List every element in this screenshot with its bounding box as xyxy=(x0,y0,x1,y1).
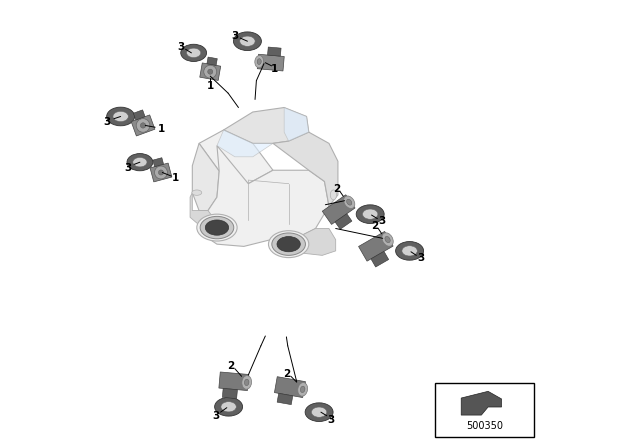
Text: 1: 1 xyxy=(157,124,164,134)
Polygon shape xyxy=(223,108,308,143)
Ellipse shape xyxy=(187,48,201,58)
Ellipse shape xyxy=(133,157,147,167)
Ellipse shape xyxy=(396,241,424,260)
Text: 500350: 500350 xyxy=(466,421,503,431)
Polygon shape xyxy=(217,130,273,157)
Ellipse shape xyxy=(356,205,384,224)
Circle shape xyxy=(136,119,150,132)
Ellipse shape xyxy=(107,107,134,126)
Ellipse shape xyxy=(197,214,237,241)
Polygon shape xyxy=(199,146,329,246)
Polygon shape xyxy=(222,388,237,399)
Ellipse shape xyxy=(312,407,327,417)
Polygon shape xyxy=(323,195,355,224)
Polygon shape xyxy=(273,132,338,206)
Polygon shape xyxy=(150,163,172,182)
Polygon shape xyxy=(190,193,214,225)
Ellipse shape xyxy=(347,199,352,205)
Ellipse shape xyxy=(300,386,305,392)
Text: 3: 3 xyxy=(104,117,111,127)
Polygon shape xyxy=(200,63,221,81)
Text: 1: 1 xyxy=(271,64,278,73)
Ellipse shape xyxy=(330,190,337,200)
Ellipse shape xyxy=(272,233,305,255)
Ellipse shape xyxy=(385,237,390,243)
Ellipse shape xyxy=(205,220,228,235)
Text: 2: 2 xyxy=(333,184,340,194)
Polygon shape xyxy=(219,372,249,391)
Ellipse shape xyxy=(298,383,308,396)
Ellipse shape xyxy=(344,196,355,208)
Ellipse shape xyxy=(127,154,153,171)
Polygon shape xyxy=(192,143,219,211)
Ellipse shape xyxy=(113,112,129,121)
Text: 1: 1 xyxy=(207,81,214,91)
Polygon shape xyxy=(275,377,305,397)
Polygon shape xyxy=(277,393,292,405)
Ellipse shape xyxy=(362,209,378,219)
Ellipse shape xyxy=(402,246,417,256)
Ellipse shape xyxy=(305,403,333,422)
Text: 3: 3 xyxy=(378,216,385,226)
Polygon shape xyxy=(335,214,352,229)
Polygon shape xyxy=(284,108,308,141)
Ellipse shape xyxy=(277,237,300,252)
Ellipse shape xyxy=(269,231,309,258)
Ellipse shape xyxy=(214,397,243,416)
Text: 3: 3 xyxy=(328,415,335,425)
Polygon shape xyxy=(298,228,335,255)
Polygon shape xyxy=(461,392,502,415)
Polygon shape xyxy=(358,232,393,261)
Ellipse shape xyxy=(257,59,261,65)
Polygon shape xyxy=(268,47,281,56)
Polygon shape xyxy=(153,158,164,167)
Text: 3: 3 xyxy=(231,31,239,41)
Circle shape xyxy=(159,170,163,175)
Circle shape xyxy=(140,123,146,128)
Circle shape xyxy=(154,166,168,179)
Polygon shape xyxy=(131,115,155,136)
Ellipse shape xyxy=(192,190,202,195)
Polygon shape xyxy=(371,251,388,267)
Text: 3: 3 xyxy=(418,254,425,263)
Text: 2: 2 xyxy=(371,221,378,231)
Ellipse shape xyxy=(234,32,261,51)
Circle shape xyxy=(208,69,212,74)
Text: 3: 3 xyxy=(177,42,185,52)
Polygon shape xyxy=(199,130,273,184)
Ellipse shape xyxy=(244,379,249,386)
Ellipse shape xyxy=(200,216,234,239)
FancyBboxPatch shape xyxy=(435,383,534,437)
Ellipse shape xyxy=(240,36,255,46)
Text: 2: 2 xyxy=(283,369,290,379)
Ellipse shape xyxy=(242,375,252,389)
Text: 3: 3 xyxy=(212,411,220,421)
Text: 3: 3 xyxy=(125,163,132,173)
Ellipse shape xyxy=(180,44,207,61)
Polygon shape xyxy=(207,57,218,65)
Ellipse shape xyxy=(255,56,264,68)
Text: 1: 1 xyxy=(172,173,179,183)
Ellipse shape xyxy=(221,402,236,412)
Text: 2: 2 xyxy=(227,361,234,371)
Circle shape xyxy=(204,65,217,78)
Polygon shape xyxy=(257,54,284,71)
Polygon shape xyxy=(133,110,145,120)
Ellipse shape xyxy=(382,233,393,246)
